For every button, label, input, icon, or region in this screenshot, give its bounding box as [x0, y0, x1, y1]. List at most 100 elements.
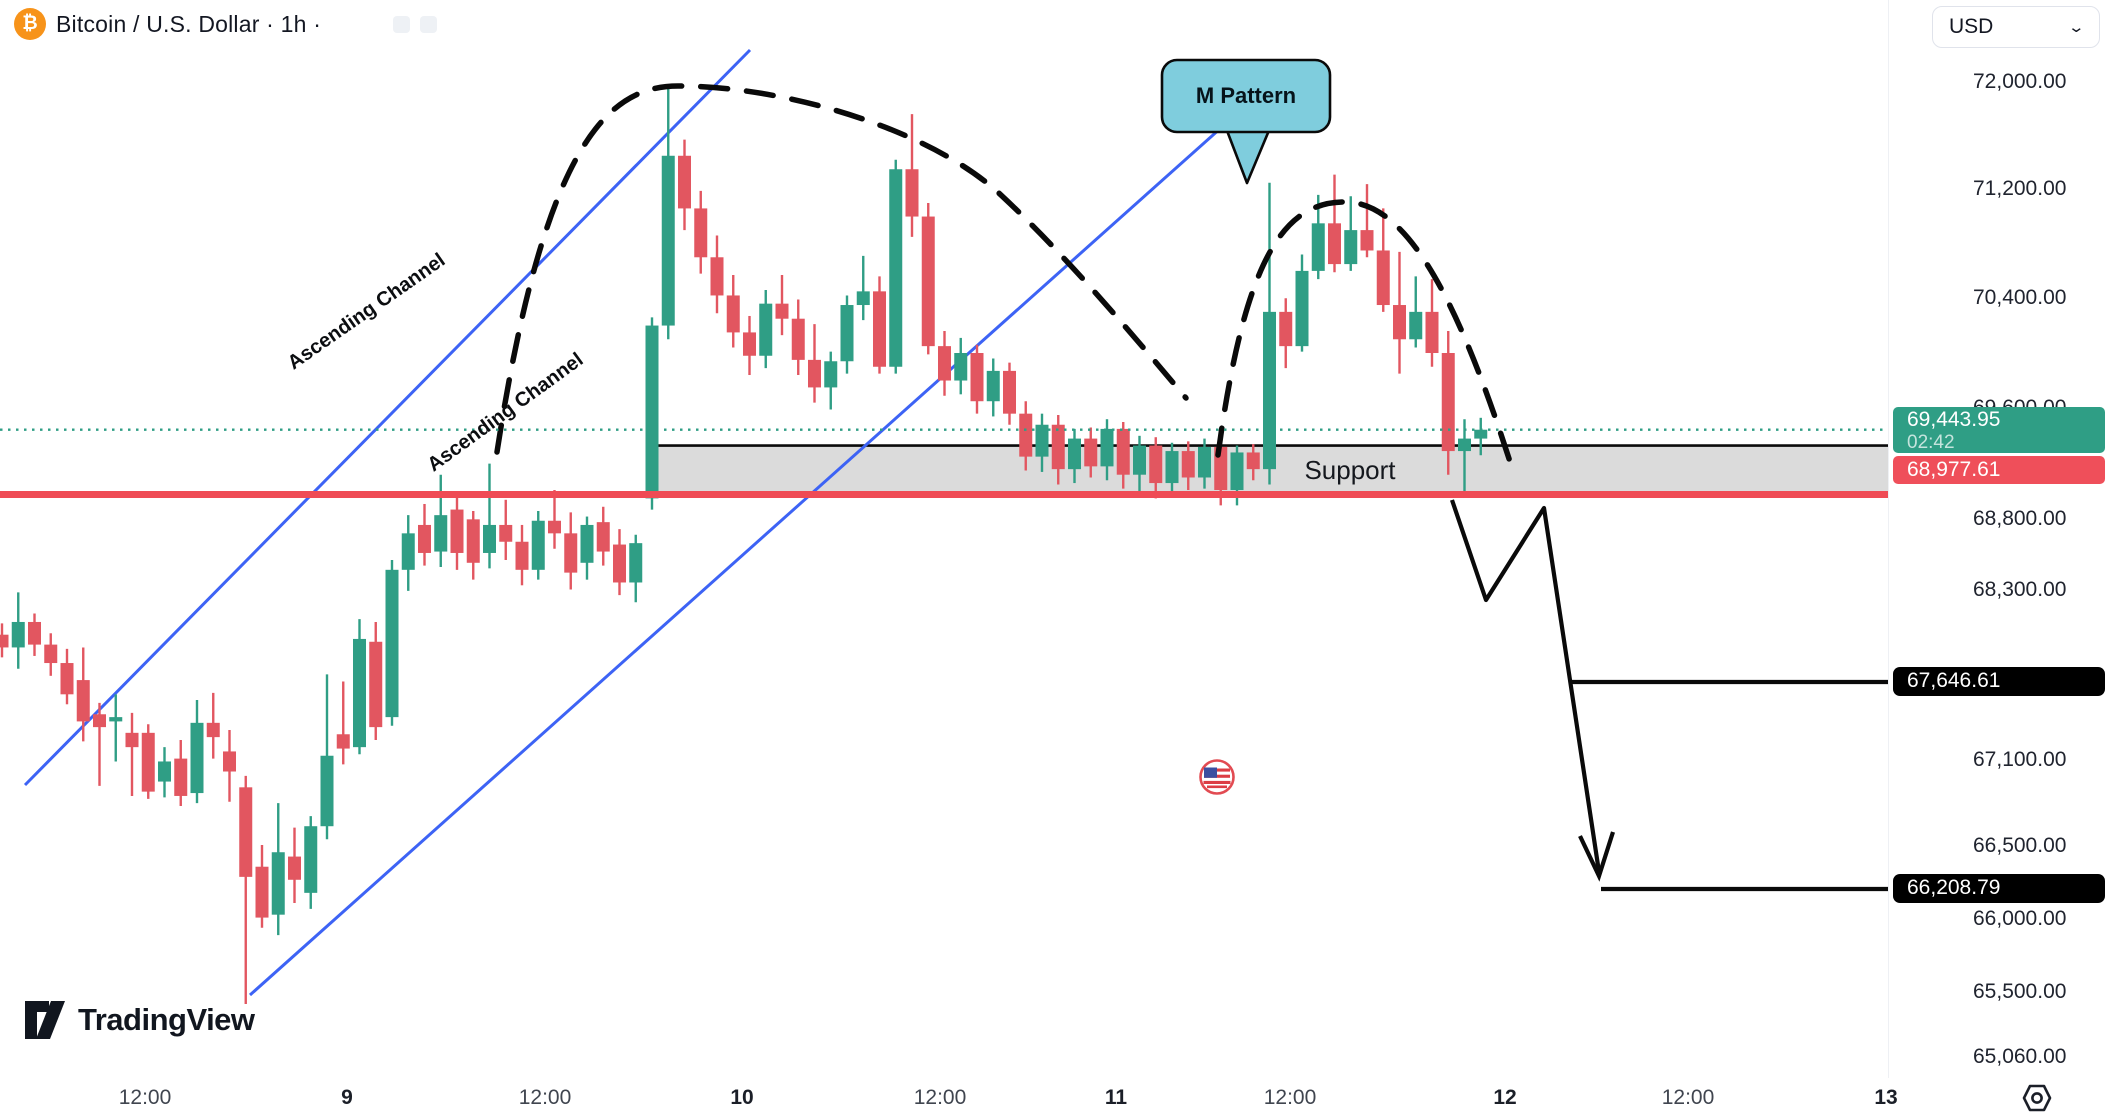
us-flag-icon[interactable]: [1198, 758, 1236, 796]
m-pattern-arcs[interactable]: [494, 83, 1515, 471]
time-axis-label: 12:00: [1263, 1086, 1317, 1109]
candle-up: [954, 353, 968, 381]
candle-down: [76, 680, 90, 722]
candle-up: [483, 524, 496, 553]
candle-down: [239, 787, 253, 877]
candle-down: [1246, 452, 1260, 470]
candle-up: [1474, 429, 1488, 439]
price-tick-label: 71,200.00: [1973, 177, 2067, 201]
price-tick-label: 70,400.00: [1973, 286, 2067, 310]
m-pattern-callout[interactable]: [1160, 58, 1332, 185]
current-price-badge: 69,443.95 02:42: [1893, 407, 2105, 453]
candle-down: [44, 644, 58, 664]
candle-down: [1441, 353, 1455, 452]
candle-down: [1116, 428, 1130, 475]
candle-down: [141, 732, 155, 792]
ascending-channel-lines[interactable]: [23, 48, 1223, 997]
currency-selector-value: USD: [1949, 15, 1994, 38]
candle-up: [824, 361, 838, 388]
time-axis-label: 12:00: [518, 1086, 572, 1109]
candle-down: [694, 208, 708, 258]
candle-up: [434, 515, 448, 552]
price-tick-label: 65,500.00: [1973, 980, 2067, 1004]
candle-down: [808, 359, 821, 388]
candle-up: [304, 826, 318, 893]
candle-down: [418, 524, 431, 553]
tradingview-logo-text: TradingView: [78, 1002, 255, 1037]
time-axis-day-label: 11: [1104, 1086, 1128, 1109]
candle-up: [1035, 424, 1049, 457]
candle-down: [174, 758, 188, 796]
candle-up: [1295, 270, 1309, 347]
time-axis-day-label: 13: [1874, 1086, 1898, 1109]
candle-up: [1344, 230, 1358, 265]
gear-icon[interactable]: [2020, 1081, 2054, 1115]
candle-down: [905, 169, 919, 217]
candle-up: [1165, 451, 1179, 484]
candle-down: [791, 318, 805, 360]
support-zone-label[interactable]: Support: [1304, 455, 1396, 485]
candle-down: [548, 520, 561, 534]
tradingview-logo-icon: [25, 1001, 65, 1039]
candle-down: [206, 722, 220, 738]
symbol-title[interactable]: Bitcoin / U.S. Dollar · 1h ·: [56, 10, 322, 37]
candle-down: [1328, 223, 1341, 265]
candle-down: [336, 734, 350, 749]
m-pattern-callout-label[interactable]: M Pattern: [1195, 83, 1297, 108]
candle-down: [726, 295, 740, 333]
candle-down: [369, 641, 383, 728]
candle-down: [710, 257, 724, 296]
candle-down: [564, 533, 578, 573]
candle-up: [385, 569, 399, 718]
candle-down: [743, 332, 756, 356]
candle-down: [1051, 424, 1065, 470]
candle-down: [1084, 438, 1098, 467]
candle-up: [1230, 452, 1244, 491]
candle-up: [1198, 446, 1211, 478]
tradingview-logo[interactable]: TradingView: [24, 1000, 255, 1040]
target2-price-badge: 66,208.79: [1893, 874, 2105, 903]
time-axis-day-label: 9: [341, 1086, 353, 1109]
breakdown-projection[interactable]: [1450, 499, 1890, 892]
candle-down: [0, 634, 9, 648]
candle-down: [93, 714, 106, 728]
price-tick-label: 68,800.00: [1973, 507, 2067, 531]
candle-up: [11, 621, 25, 648]
price-tick-label: 66,500.00: [1973, 834, 2067, 858]
candle-down: [1019, 413, 1033, 457]
price-tick-label: 68,300.00: [1973, 577, 2067, 601]
candle-up: [840, 305, 854, 362]
candle-up: [1133, 445, 1146, 475]
candle-down: [515, 541, 529, 570]
candle-down: [450, 509, 464, 553]
time-axis[interactable]: 12:00 9 12:00 10 12:00 11 12:00 12 12:00 13: [0, 1078, 1898, 1120]
candle-down: [499, 524, 513, 542]
price-axis[interactable]: 69,443.95 02:42 68,977.61 67,646.61 66,2…: [1888, 0, 2110, 1078]
time-axis-label: 12:00: [913, 1086, 967, 1109]
currency-selector[interactable]: USD ⌄: [1932, 6, 2100, 48]
toolbar-ghost-icon: [393, 15, 411, 33]
chevron-down-icon: ⌄: [2067, 19, 2086, 36]
candle-countdown: 02:42: [1907, 432, 1955, 453]
candle-up: [190, 722, 204, 794]
candle-up: [856, 291, 870, 306]
candle-down: [255, 866, 269, 918]
candle-down: [938, 346, 951, 381]
candle-up: [158, 761, 171, 782]
candle-up: [889, 169, 903, 367]
price-tick-label: 65,060.00: [1973, 1045, 2067, 1069]
time-axis-label: 12:00: [1661, 1086, 1715, 1109]
candle-down: [873, 291, 886, 367]
candle-down: [1279, 311, 1293, 347]
candle-down: [921, 216, 935, 347]
candle-up: [629, 543, 643, 583]
candle-up: [986, 370, 1000, 402]
candle-down: [1181, 451, 1195, 478]
candle-up: [1100, 428, 1114, 467]
candle-down: [1360, 230, 1374, 251]
candle-up: [1068, 438, 1081, 470]
price-tick-label: 72,000.00: [1973, 70, 2067, 93]
candle-up: [1409, 311, 1423, 340]
